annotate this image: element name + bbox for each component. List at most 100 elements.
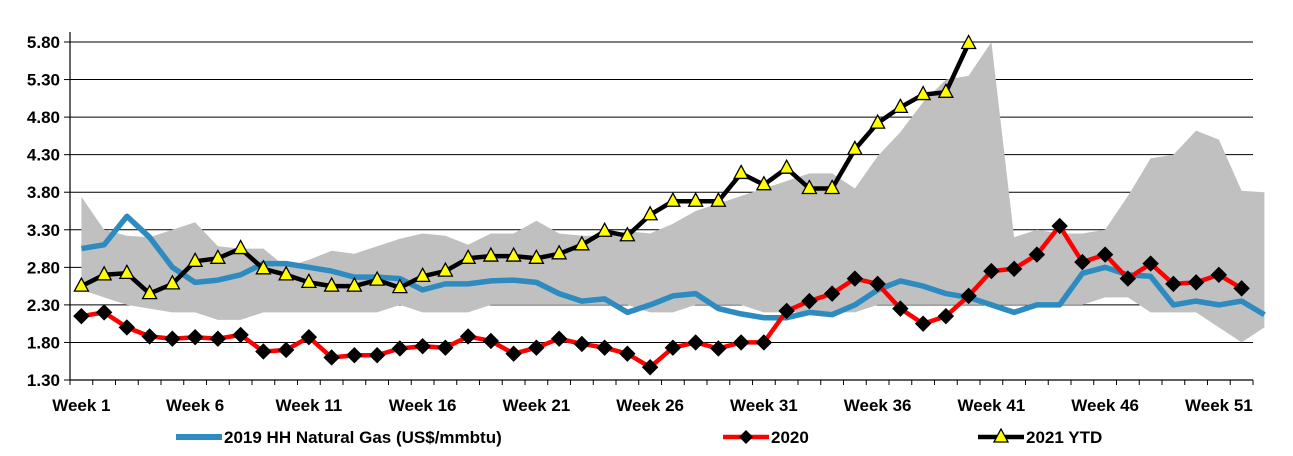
- legend: 2019 HH Natural Gas (US$/mmbtu) 2020 2021 …: [176, 427, 1102, 447]
- x-tick-label: Week 21: [503, 396, 571, 415]
- data-point-2020: [300, 328, 318, 346]
- data-point-2021: [96, 265, 113, 281]
- data-point-2021: [801, 179, 818, 195]
- legend-label: 2020: [771, 428, 809, 447]
- legend-2021-ytd: 2021 YTD: [978, 427, 1102, 447]
- data-point-2021: [164, 274, 181, 290]
- data-point-2020: [95, 304, 113, 321]
- data-point-2020: [277, 341, 295, 359]
- data-point-2020: [983, 262, 1000, 280]
- data-point-2020: [596, 339, 613, 356]
- data-point-2021: [551, 244, 568, 260]
- data-point-2020: [1142, 255, 1159, 272]
- data-point-2021: [755, 175, 772, 191]
- data-point-2021: [460, 248, 477, 264]
- data-point-2020: [619, 345, 636, 362]
- data-point-2021: [141, 284, 158, 300]
- data-point-2020: [710, 340, 727, 357]
- data-point-2021: [278, 265, 295, 281]
- data-point-2020: [778, 302, 795, 320]
- data-point-2021: [710, 191, 727, 207]
- data-point-2021: [528, 248, 545, 264]
- data-point-2020: [1119, 270, 1137, 287]
- x-tick-label: Week 36: [844, 396, 912, 415]
- data-point-2021: [824, 179, 841, 195]
- data-point-2021: [642, 205, 659, 221]
- data-point-2020: [573, 335, 591, 353]
- y-tick-label: 3.80: [27, 183, 60, 202]
- data-point-2021: [232, 239, 249, 255]
- data-point-2021: [505, 246, 522, 262]
- y-tick-label: 4.30: [27, 146, 60, 165]
- y-tick-label: 4.80: [27, 108, 60, 127]
- data-point-2020: [232, 326, 249, 344]
- data-point-2021: [960, 34, 977, 50]
- data-point-2020: [755, 334, 773, 351]
- data-point-2020: [391, 340, 409, 357]
- data-point-2021: [255, 259, 272, 275]
- legend-marker: [992, 427, 1010, 443]
- x-axis-ticks: Week 1 Week 6 Week 11 Week 16 Week 21 Week 26…: [52, 380, 1254, 415]
- data-point-2020: [869, 275, 886, 293]
- data-point-2021: [346, 276, 363, 292]
- y-tick-label: 1.80: [27, 333, 60, 352]
- data-point-2020: [459, 328, 477, 345]
- data-point-2021: [846, 140, 863, 156]
- data-point-2021: [391, 278, 408, 294]
- data-point-2021: [118, 263, 135, 279]
- legend-label: 2021 YTD: [1026, 428, 1102, 447]
- data-point-2021: [937, 82, 954, 98]
- x-tick-label: Week 1: [52, 396, 110, 415]
- x-tick-label: Week 41: [958, 396, 1026, 415]
- data-point-2020: [1051, 217, 1068, 235]
- y-tick-label: 2.30: [27, 296, 60, 315]
- x-tick-label: Week 11: [275, 396, 342, 415]
- data-point-2020: [1074, 253, 1091, 271]
- series-2019-line: [80, 213, 1266, 321]
- data-point-2021: [73, 276, 90, 292]
- data-point-2020: [1096, 246, 1114, 263]
- data-point-2021: [300, 272, 317, 289]
- legend-marker: [739, 430, 753, 444]
- data-point-2021: [323, 276, 340, 292]
- data-point-2020: [892, 300, 909, 317]
- data-point-2020: [1005, 260, 1023, 278]
- x-tick-label: Week 46: [1071, 396, 1139, 415]
- data-point-2020: [914, 315, 932, 332]
- x-tick-label: Week 6: [166, 396, 224, 415]
- data-point-2021: [573, 235, 590, 251]
- data-point-2020: [1187, 274, 1205, 291]
- y-tick-label: 3.30: [27, 221, 60, 240]
- data-point-2021: [619, 226, 636, 242]
- data-point-2020: [164, 330, 181, 347]
- data-point-2020: [846, 270, 864, 287]
- data-point-2020: [73, 307, 90, 325]
- data-point-2021: [187, 251, 204, 267]
- x-tick-label: Week 31: [730, 396, 798, 415]
- x-tick-label: Week 16: [389, 396, 457, 415]
- data-point-2020: [801, 292, 818, 310]
- series-lines: [73, 34, 1266, 376]
- data-point-2020: [141, 328, 158, 345]
- data-point-2020: [118, 319, 136, 336]
- data-point-2021: [209, 248, 226, 264]
- data-point-2021: [778, 158, 795, 174]
- data-point-2020: [937, 307, 955, 325]
- x-tick-label: Week 26: [616, 396, 684, 415]
- data-point-2020: [1210, 266, 1228, 284]
- data-point-2021: [892, 97, 909, 113]
- data-point-2020: [323, 349, 340, 366]
- data-point-2020: [641, 359, 659, 376]
- data-point-2020: [368, 347, 386, 364]
- data-point-2020: [414, 337, 431, 355]
- data-point-2020: [687, 334, 704, 351]
- y-tick-label: 1.30: [27, 371, 60, 390]
- data-point-2020: [437, 339, 454, 356]
- series-2021-ytd-line: [80, 42, 971, 296]
- data-point-2020: [960, 287, 977, 305]
- y-tick-label: 5.80: [27, 33, 60, 52]
- data-point-2021: [414, 266, 431, 282]
- x-tick-label: Week 51: [1185, 396, 1253, 415]
- data-point-2021: [596, 221, 613, 237]
